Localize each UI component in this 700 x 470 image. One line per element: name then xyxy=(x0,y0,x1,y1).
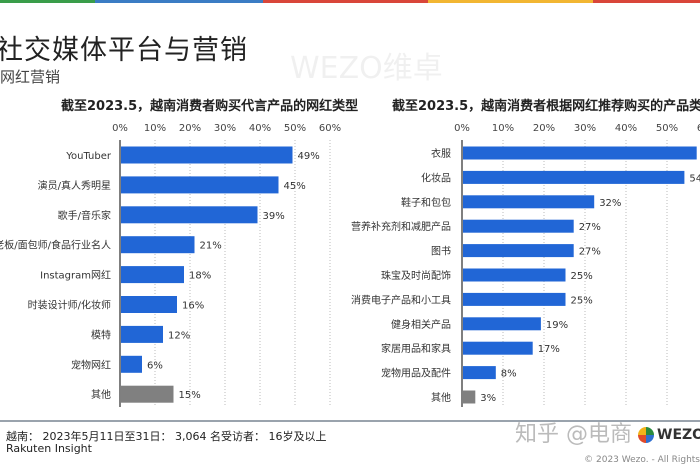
bar xyxy=(463,390,476,404)
x-tick-label: 10% xyxy=(492,123,514,134)
data-label: 54% xyxy=(689,173,700,184)
data-label: 15% xyxy=(179,390,201,401)
footer-divider xyxy=(0,420,700,422)
bar xyxy=(463,268,566,282)
bar xyxy=(121,355,142,373)
category-label: 消费电子产品和小工具 xyxy=(351,293,451,306)
copyright: © 2023 Wezo. - All Rights xyxy=(584,455,700,465)
page-subtitle: 网红营销 xyxy=(0,68,61,86)
category-label: Instagram网红 xyxy=(40,269,111,282)
zhihu-watermark: 知乎 @电商 xyxy=(515,422,632,447)
page-title: 社交媒体平台与营销 xyxy=(0,35,248,66)
x-tick-label: 40% xyxy=(615,123,637,134)
category-label: 其他 xyxy=(91,388,111,401)
data-label: 27% xyxy=(579,222,601,233)
category-label: 老板/面包师/食品行业名人 xyxy=(0,239,111,252)
bar xyxy=(463,292,566,306)
data-label: 45% xyxy=(284,181,306,192)
category-label: 宠物网红 xyxy=(71,358,111,371)
data-label: 16% xyxy=(182,301,204,312)
source-note: Rakuten Insight xyxy=(6,442,92,455)
x-tick-label: 30% xyxy=(214,123,236,134)
x-tick-label: 40% xyxy=(249,123,271,134)
data-label: 8% xyxy=(501,369,517,380)
category-label: 演员/真人秀明星 xyxy=(38,179,111,192)
bar-charts: 0% 10% 20% 30% 40% 50% 60% YouTuber 49% 演员/真人秀明星 4… xyxy=(0,123,700,407)
x-tick-label: 60% xyxy=(319,123,341,134)
category-label: 珠宝及时尚配饰 xyxy=(381,269,451,282)
bar xyxy=(463,219,574,233)
data-label: 3% xyxy=(480,393,496,404)
data-label: 19% xyxy=(546,320,568,331)
bar xyxy=(463,244,574,258)
category-label: 衣服 xyxy=(431,147,451,160)
stripe-segment xyxy=(0,0,95,3)
x-tick-label: 20% xyxy=(179,123,201,134)
data-label: 27% xyxy=(579,247,601,258)
bar xyxy=(121,146,293,164)
chart-title-left: 截至2023.5，越南消费者购买代言产品的网红类型 xyxy=(61,99,359,114)
bar xyxy=(463,170,685,184)
category-label: 鞋子和包包 xyxy=(401,196,451,209)
data-label: 18% xyxy=(189,271,211,282)
stripe-segment xyxy=(428,0,593,3)
data-label: 32% xyxy=(599,198,621,209)
bar xyxy=(463,317,541,331)
x-tick-label: 50% xyxy=(656,123,678,134)
category-label: 其他 xyxy=(431,391,451,404)
chart-title-right: 截至2023.5，越南消费者根据网红推荐购买的产品类型 xyxy=(392,99,700,114)
bar xyxy=(121,385,174,403)
category-label: 家居用品和家具 xyxy=(381,342,451,355)
bar xyxy=(121,206,258,224)
category-label: 时装设计师/化妆师 xyxy=(28,299,111,312)
x-tick-label: 10% xyxy=(144,123,166,134)
category-label: YouTuber xyxy=(65,151,112,162)
data-label: 6% xyxy=(147,360,163,371)
stripe-segment xyxy=(263,0,428,3)
stripe-segment xyxy=(95,0,263,3)
data-label: 39% xyxy=(263,211,285,222)
category-label: 健身相关产品 xyxy=(391,318,451,331)
bar xyxy=(121,296,177,313)
survey-note: 越南： 2023年5月11日至31日： 3,064 名受访者： 16岁及以上 xyxy=(6,430,327,443)
category-label: 化妆品 xyxy=(421,171,451,184)
category-label: 宠物用品及配件 xyxy=(381,367,451,380)
watermark: WEZO维卓 xyxy=(290,51,443,86)
category-label: 营养补充剂和减肥产品 xyxy=(351,220,451,233)
bar xyxy=(121,266,184,284)
x-tick-label: 60% xyxy=(697,123,700,134)
bar xyxy=(121,236,195,254)
x-tick-label: 0% xyxy=(112,123,128,134)
category-label: 图书 xyxy=(431,246,451,258)
bar xyxy=(121,176,279,194)
x-tick-label: 20% xyxy=(533,123,555,134)
wezo-logo-icon xyxy=(638,427,654,443)
data-label: 25% xyxy=(571,295,593,306)
stripe-segment xyxy=(593,0,700,3)
category-label: 歌手/音乐家 xyxy=(58,209,111,222)
data-label: 12% xyxy=(168,330,190,341)
bar xyxy=(463,341,533,355)
bar xyxy=(463,146,697,160)
data-label: 25% xyxy=(571,271,593,282)
category-label: 模特 xyxy=(91,329,111,341)
x-tick-label: 50% xyxy=(284,123,306,134)
data-label: 17% xyxy=(538,344,560,355)
bar xyxy=(463,366,496,380)
x-tick-label: 0% xyxy=(454,123,470,134)
bar xyxy=(463,195,595,209)
logo-text: WEZO xyxy=(657,427,700,443)
data-label: 49% xyxy=(298,151,320,162)
bar xyxy=(121,325,163,343)
data-label: 21% xyxy=(200,241,222,252)
x-tick-label: 30% xyxy=(574,123,596,134)
